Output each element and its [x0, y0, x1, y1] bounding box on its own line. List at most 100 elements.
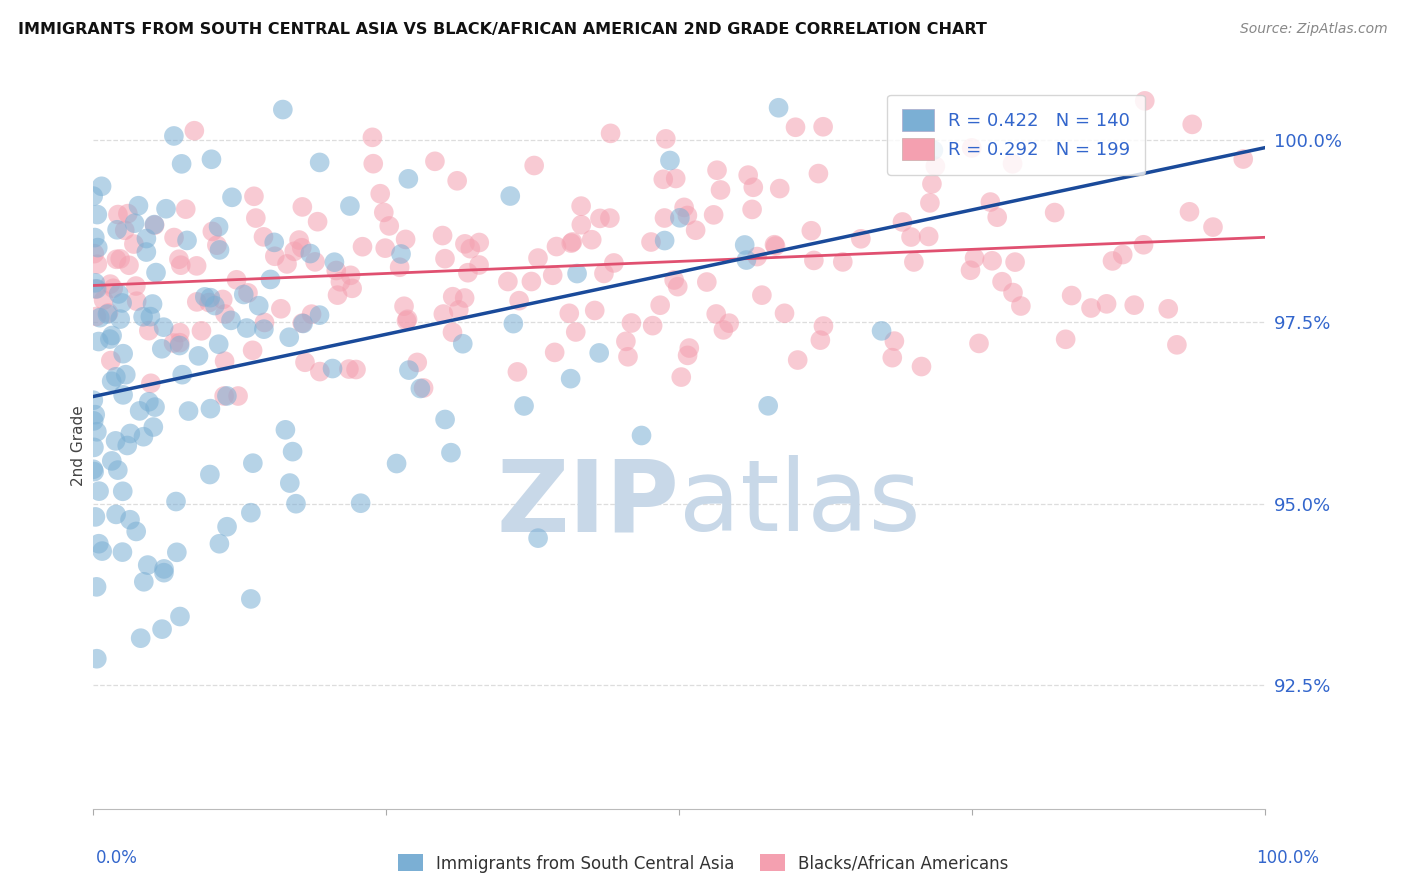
Point [433, 252, 456, 266]
Point [219, 313, 242, 327]
Point [152, 320, 174, 334]
Point [1010, 299, 1032, 313]
Point [198, 295, 221, 310]
Point [368, 186, 391, 201]
Text: ZIP: ZIP [496, 455, 679, 552]
Point [441, 290, 464, 304]
Point [468, 258, 491, 272]
Point [308, 365, 330, 379]
Point [285, 497, 308, 511]
Point [339, 268, 361, 283]
Point [205, 238, 228, 252]
Point [763, 237, 786, 252]
Point [83, 465, 105, 479]
Point [803, 253, 825, 268]
Point [1181, 117, 1204, 131]
Point [83, 441, 105, 455]
Point [86, 310, 108, 324]
Point [453, 291, 475, 305]
Point [101, 454, 124, 468]
Point [527, 531, 550, 545]
Point [322, 361, 344, 376]
Point [176, 234, 198, 248]
Point [655, 132, 678, 146]
Point [87, 334, 110, 349]
Point [132, 310, 155, 324]
Point [1001, 285, 1024, 300]
Point [1101, 254, 1123, 268]
Point [114, 223, 136, 237]
Point [104, 369, 127, 384]
Point [86, 257, 108, 271]
Point [666, 279, 689, 293]
Point [139, 310, 162, 324]
Point [669, 211, 692, 225]
Point [201, 224, 224, 238]
Point [398, 363, 420, 377]
Point [1166, 338, 1188, 352]
Point [278, 476, 301, 491]
Point [245, 211, 267, 225]
Point [283, 244, 305, 259]
Point [253, 322, 276, 336]
Text: 0.0%: 0.0% [96, 849, 138, 867]
Point [741, 202, 763, 217]
Point [630, 428, 652, 442]
Point [344, 362, 367, 376]
Point [385, 457, 408, 471]
Point [527, 251, 550, 265]
Point [125, 294, 148, 309]
Point [118, 258, 141, 272]
Point [170, 258, 193, 272]
Point [177, 404, 200, 418]
Point [276, 257, 298, 271]
Point [242, 343, 264, 358]
Point [125, 524, 148, 539]
Point [91, 544, 114, 558]
Point [454, 236, 477, 251]
Point [153, 562, 176, 576]
Point [225, 273, 247, 287]
Point [214, 307, 236, 321]
Point [274, 423, 297, 437]
Point [299, 246, 322, 260]
Point [143, 400, 166, 414]
Point [215, 520, 238, 534]
Point [194, 290, 217, 304]
Point [86, 580, 108, 594]
Point [603, 256, 626, 270]
Point [326, 288, 349, 302]
Point [111, 545, 134, 559]
Point [143, 218, 166, 232]
Point [986, 210, 1008, 224]
Point [150, 342, 173, 356]
Point [981, 253, 1004, 268]
Point [1178, 204, 1201, 219]
Point [98, 277, 121, 292]
Point [103, 281, 125, 295]
Point [800, 224, 823, 238]
Point [560, 236, 582, 251]
Point [204, 299, 226, 313]
Point [813, 318, 835, 333]
Point [124, 216, 146, 230]
Text: Source: ZipAtlas.com: Source: ZipAtlas.com [1240, 22, 1388, 37]
Point [734, 238, 756, 252]
Point [200, 153, 222, 167]
Point [221, 190, 243, 204]
Point [325, 263, 347, 277]
Point [138, 394, 160, 409]
Point [1202, 220, 1225, 235]
Point [544, 345, 567, 359]
Point [808, 333, 831, 347]
Point [849, 232, 872, 246]
Point [747, 250, 769, 264]
Point [742, 180, 765, 194]
Point [208, 243, 231, 257]
Point [1132, 237, 1154, 252]
Point [446, 174, 468, 188]
Point [349, 496, 371, 510]
Point [82, 189, 104, 203]
Point [138, 324, 160, 338]
Point [308, 155, 330, 169]
